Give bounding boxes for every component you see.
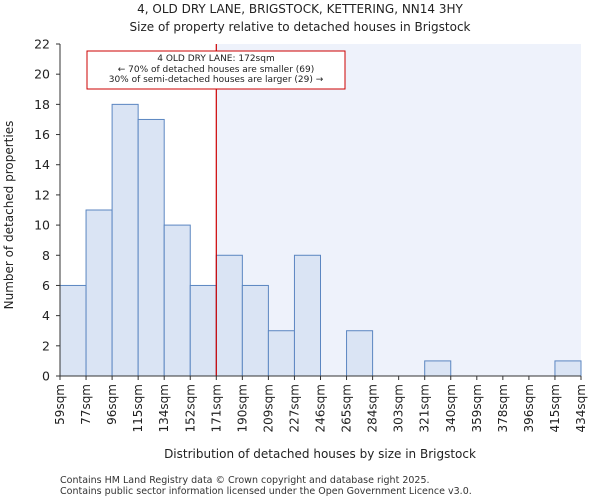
x-tick-label: 171sqm [209, 384, 223, 432]
y-tick-label: 20 [34, 67, 50, 82]
histogram-bar [85, 209, 113, 377]
histogram-bar [267, 330, 295, 377]
chart-title: 4, OLD DRY LANE, BRIGSTOCK, KETTERING, N… [137, 2, 463, 16]
x-tick-label: 265sqm [340, 384, 354, 432]
footer-licence: Contains public sector information licen… [60, 486, 472, 497]
annotation-line-smaller: ← 70% of detached houses are smaller (69… [118, 65, 315, 75]
y-tick-label: 18 [34, 97, 50, 112]
y-tick-label: 14 [34, 157, 50, 172]
y-tick-label: 0 [42, 369, 50, 384]
x-tick-label: 321sqm [418, 384, 432, 432]
histogram-bar [215, 254, 243, 377]
x-tick-label: 190sqm [235, 384, 249, 432]
y-tick-label: 8 [42, 248, 50, 263]
x-tick-label: 303sqm [392, 384, 406, 432]
histogram-bar [59, 284, 87, 377]
histogram-bar [111, 103, 139, 377]
x-ticks: 59sqm 77sqm 96sqm 115sqm 134sqm 152sqm 171sqm 1… [53, 376, 588, 432]
x-tick-label: 378sqm [496, 384, 510, 432]
y-tick-label: 4 [42, 308, 50, 323]
y-tick-label: 16 [34, 127, 50, 142]
histogram-bar [424, 360, 452, 377]
histogram-bar [293, 254, 322, 377]
histogram-bar [241, 284, 269, 377]
bars-layer [59, 103, 582, 377]
annotation-line-property: 4 OLD DRY LANE: 172sqm [157, 54, 274, 64]
x-tick-label: 227sqm [287, 384, 301, 432]
histogram-bar [189, 284, 217, 377]
y-axis-label: Number of detached properties [2, 121, 16, 310]
x-tick-label: 340sqm [444, 384, 458, 432]
footer-copyright: Contains HM Land Registry data © Crown c… [60, 475, 430, 486]
x-tick-label: 246sqm [314, 384, 328, 432]
annotation-box: 4 OLD DRY LANE: 172sqm ← 70% of detached… [86, 50, 346, 90]
x-tick-label: 284sqm [366, 384, 380, 432]
x-tick-label: 152sqm [183, 384, 197, 432]
x-tick-label: 134sqm [157, 384, 171, 432]
annotation-rect [86, 50, 346, 90]
y-tick-label: 12 [34, 187, 50, 202]
highlight-region [216, 44, 582, 376]
x-tick-label: 434sqm [574, 384, 588, 432]
histogram-bar [163, 224, 191, 377]
y-tick-label: 10 [34, 218, 50, 233]
histogram-bar [137, 118, 165, 377]
histogram-bar [554, 360, 582, 377]
x-tick-label: 96sqm [105, 384, 119, 425]
y-tick-label: 6 [42, 278, 50, 293]
chart-subtitle: Size of property relative to detached ho… [130, 20, 471, 34]
annotation-line-larger: 30% of semi-detached houses are larger (… [109, 75, 324, 85]
x-tick-label: 59sqm [53, 384, 67, 425]
x-tick-label: 415sqm [548, 384, 562, 432]
y-tick-label: 2 [42, 338, 50, 353]
x-tick-label: 359sqm [470, 384, 484, 432]
x-tick-label: 115sqm [131, 384, 145, 432]
y-ticks: 0 2 4 6 8 10 12 14 16 18 20 22 [34, 37, 60, 384]
x-axis-label: Distribution of detached houses by size … [164, 447, 476, 461]
x-tick-label: 209sqm [261, 384, 275, 432]
x-tick-label: 396sqm [522, 384, 536, 432]
histogram-bar [346, 330, 374, 377]
x-tick-label: 77sqm [79, 384, 93, 425]
y-tick-label: 22 [34, 37, 50, 52]
